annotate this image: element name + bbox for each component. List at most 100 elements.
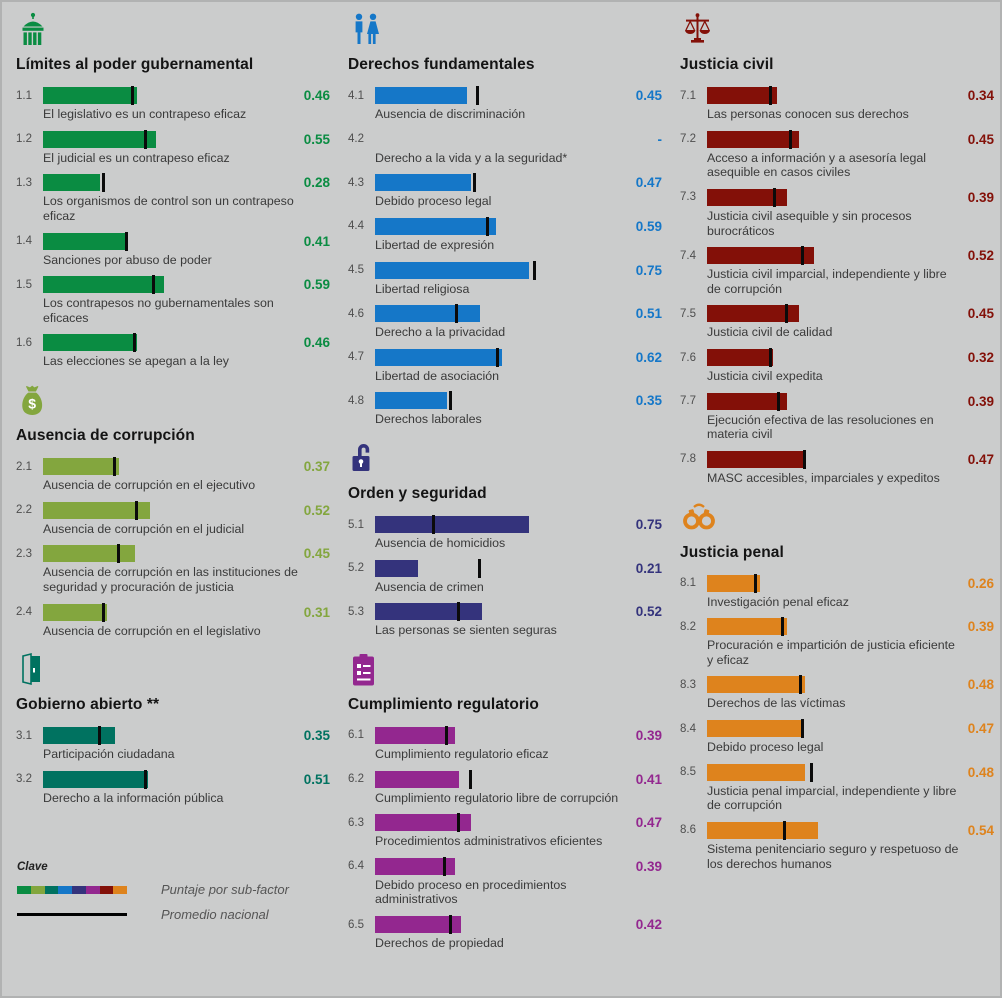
- column-left: Límites al poder gubernamental 1.1 0.46 El …: [16, 10, 330, 990]
- legend-score-row: Puntaje por sub-factor: [17, 882, 330, 897]
- subfactor-number: 8.5: [680, 766, 696, 779]
- subfactor-number: 8.6: [680, 824, 696, 837]
- legend: Clave Puntaje por sub-factor Promedio na…: [17, 861, 330, 922]
- subfactor-label: Debido proceso legal: [707, 740, 824, 754]
- subfactor-bar-line: 5.3 0.52: [348, 602, 662, 622]
- national-average-tick: [473, 173, 477, 193]
- people-icon: [349, 12, 662, 50]
- national-average-tick: [444, 725, 448, 745]
- subfactor-row: 6.5 0.42 Derechos de propiedad: [348, 915, 662, 951]
- subfactor-label: Procuración e impartición de justicia ef…: [707, 638, 955, 667]
- subfactor-bar-line: 8.3 0.48: [680, 675, 994, 695]
- subfactor-score-bar: [43, 87, 138, 104]
- handcuffs-icon: [681, 500, 994, 538]
- subfactor-bar-track: [43, 129, 284, 149]
- subfactor-score-value: 0.46: [303, 88, 330, 103]
- subfactor-bar-line: 8.5 0.48: [680, 762, 994, 782]
- subfactor-bar-line: 2.3 0.45: [16, 544, 330, 564]
- subfactor-bar-track: [375, 347, 616, 367]
- legend-average-label: Promedio nacional: [161, 907, 269, 923]
- subfactor-score-bar: [375, 305, 480, 323]
- subfactor-row: 6.2 0.41 Cumplimiento regulatorio libre de…: [348, 769, 662, 806]
- subfactor-bar-track: [375, 304, 616, 324]
- subfactor-row: 4.3 0.47 Debido proceso legal: [348, 173, 662, 209]
- column-middle: Derechos fundamentales 4.1 0.45 Ausencia de…: [348, 10, 662, 990]
- subfactor-number: 1.4: [16, 235, 32, 247]
- subfactor-score-bar: [707, 247, 814, 265]
- national-average-tick: [801, 719, 805, 738]
- national-average-tick: [151, 275, 155, 295]
- subfactor-score-bar: [707, 720, 804, 737]
- subfactor-number: 7.2: [680, 133, 696, 146]
- subfactor-number: 6.4: [348, 860, 364, 873]
- subfactor-bar-line: 4.5 0.75: [348, 260, 662, 280]
- swatch-color-segment: [17, 885, 31, 894]
- subfactor-bar-line: 2.2 0.52: [16, 500, 330, 520]
- factor-title: Gobierno abierto **: [16, 696, 160, 714]
- subfactor-score-value: 0.45: [635, 88, 662, 103]
- subfactor-number: 8.2: [680, 620, 696, 633]
- subfactor-row: 3.1 0.35 Participación ciudadana: [16, 726, 330, 762]
- subfactor-number: 6.2: [348, 773, 364, 785]
- subfactor-bar-track: [707, 187, 948, 207]
- subfactor-score-bar: [707, 392, 787, 410]
- subfactor-row: 5.2 0.21 Ausencia de crimen: [348, 558, 662, 595]
- subfactor-number: 2.1: [16, 460, 32, 473]
- subfactor-number: 8.1: [680, 577, 696, 589]
- national-average-tick: [442, 856, 446, 876]
- subfactor-score-bar: [707, 821, 818, 839]
- subfactor-row: 7.7 0.39 Ejecución efectiva de las resoluc…: [680, 391, 994, 442]
- subfactor-number: 7.6: [680, 351, 696, 364]
- subfactor-bar-track: [43, 500, 284, 520]
- national-average-tick: [469, 769, 473, 789]
- subfactor-number: 4.2: [348, 133, 364, 146]
- subfactor-row: 4.1 0.45 Ausencia de discriminación: [348, 86, 662, 122]
- subfactor-row: 6.3 0.47 Procedimientos administrativos ef…: [348, 813, 662, 849]
- subfactor-score-value: 0.39: [967, 189, 994, 205]
- subfactor-score-value: 0.26: [967, 575, 994, 591]
- subfactor-score-value: 0.62: [635, 349, 662, 365]
- national-average-tick: [457, 813, 460, 833]
- swatch-color-segment: [113, 885, 127, 894]
- subfactor-label: Justicia penal imparcial, independiente …: [707, 783, 957, 813]
- subfactor-bar-line: 6.4 0.39: [348, 856, 662, 876]
- national-average-line-swatch: [17, 913, 127, 917]
- subfactor-score-value: 0.55: [303, 131, 330, 147]
- subfactor-number: 7.7: [680, 395, 696, 408]
- subfactor-bar-line: 5.1 0.75: [348, 515, 662, 534]
- subfactor-row: 7.8 0.47 MASC accesibles, imparciales y ex…: [680, 449, 994, 486]
- subfactor-bar-line: 5.2 0.21: [348, 558, 662, 578]
- subfactor-score-bar: [707, 130, 800, 148]
- subfactor-row: 6.1 0.39 Cumplimiento regulatorio eficaz: [348, 725, 662, 762]
- subfactor-bar-line: 4.4 0.59: [348, 216, 662, 236]
- swatch-color-segment: [30, 885, 45, 894]
- subfactor-label: Las elecciones se apegan a la ley: [43, 354, 229, 369]
- subfactor-row: 8.1 0.26 Investigación penal eficaz: [680, 573, 994, 610]
- subfactor-score-value: 0.45: [967, 306, 994, 322]
- subfactor-score-bar: [43, 727, 115, 745]
- subfactor-number: 6.5: [348, 918, 364, 931]
- subfactor-bar-track: [375, 515, 616, 534]
- subfactor-score-value: 0.47: [967, 721, 994, 736]
- open-padlock-icon: [349, 441, 662, 479]
- subfactor-bar-track: [375, 173, 616, 193]
- subfactor-score-value: 0.52: [635, 604, 662, 620]
- swatch-color-segment: [58, 885, 72, 894]
- subfactor-bar-line: 4.3 0.47: [348, 173, 662, 193]
- subfactor-bar-track: [375, 769, 616, 789]
- subfactor-number: 6.1: [348, 729, 364, 742]
- subfactor-bar-line: 1.4 0.41: [16, 231, 330, 251]
- subfactor-score-bar: [43, 770, 148, 788]
- subfactor-bar-track: [43, 457, 284, 476]
- subfactor-row: 4.2 - Derecho a la vida y a la seguridad*: [348, 131, 662, 166]
- national-average-tick: [782, 820, 786, 840]
- subfactor-bar-track: [707, 820, 948, 840]
- subfactor-row: 8.3 0.48 Derechos de las víctimas: [680, 675, 994, 711]
- subfactor-number: 5.1: [348, 518, 364, 531]
- clipboard-icon: [349, 652, 662, 690]
- subfactor-row: 1.5 0.59 Los contrapesos no gubernamentale…: [16, 275, 330, 325]
- subfactor-score-bar: [707, 574, 761, 592]
- subfactor-label: Las personas conocen sus derechos: [707, 107, 909, 121]
- subfactor-row: 5.1 0.75 Ausencia de homicidios: [348, 515, 662, 551]
